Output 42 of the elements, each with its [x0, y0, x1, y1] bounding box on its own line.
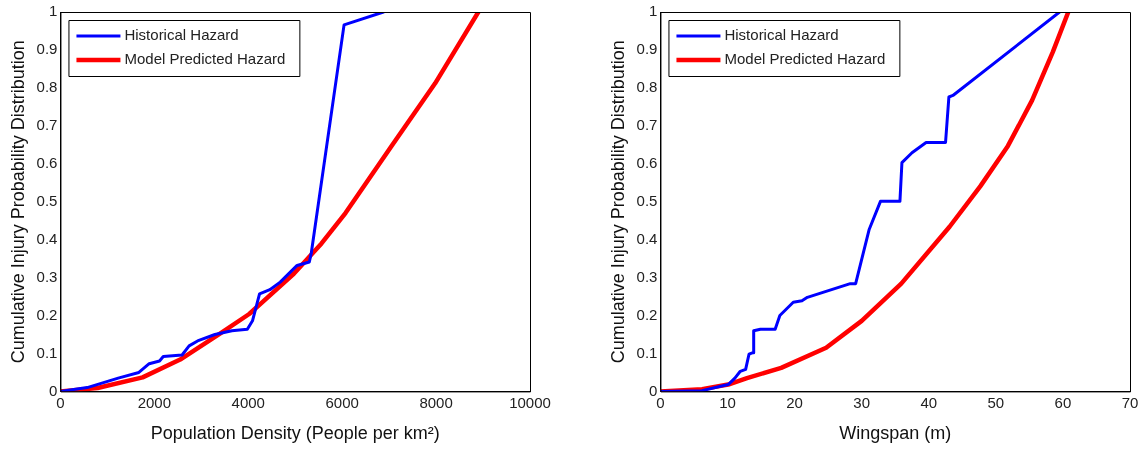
legend-label: Model Predicted Hazard — [124, 50, 286, 68]
y-tick-label: 0.8 — [636, 78, 658, 96]
y-tick-label: 0.1 — [636, 343, 658, 361]
x-tick-label: 8000 — [419, 393, 453, 411]
x-tick-label: 2000 — [137, 393, 172, 411]
x-tick-label: 70 — [1121, 393, 1139, 411]
y-tick-label: 0.9 — [36, 40, 58, 58]
y-tick-label: 0.3 — [636, 267, 658, 285]
legend-label: Historical Hazard — [724, 26, 839, 44]
y-tick-label: 1 — [49, 2, 58, 20]
x-axis-title: Wingspan (m) — [839, 423, 952, 444]
x-tick-label: 30 — [853, 393, 871, 411]
x-axis-title: Population Density (People per km²) — [150, 423, 440, 444]
x-tick-label: 10000 — [509, 393, 551, 411]
x-tick-label: 50 — [987, 393, 1005, 411]
y-tick-label: 0 — [649, 381, 658, 399]
x-tick-label: 6000 — [325, 393, 359, 411]
y-axis-title: Cumulative Injury Probability Distribution — [7, 40, 28, 364]
legend-label: Historical Hazard — [124, 26, 239, 44]
y-tick-label: 0.6 — [36, 153, 58, 171]
y-tick-label: 0.1 — [36, 343, 58, 361]
x-tick-label: 20 — [786, 393, 803, 411]
x-tick-label: 10 — [719, 393, 736, 411]
y-axis-title: Cumulative Injury Probability Distribution — [607, 40, 628, 364]
y-tick-label: 0.7 — [636, 115, 658, 133]
y-tick-label: 0.4 — [36, 229, 58, 247]
y-tick-label: 0.5 — [636, 191, 658, 209]
y-tick-label: 0.7 — [36, 115, 58, 133]
y-tick-label: 0.6 — [636, 153, 658, 171]
y-tick-label: 0.9 — [636, 40, 658, 58]
y-tick-label: 0.5 — [36, 191, 58, 209]
legend-label: Model Predicted Hazard — [724, 50, 886, 68]
x-tick-label: 40 — [920, 393, 938, 411]
y-tick-label: 0.2 — [36, 305, 58, 323]
y-tick-label: 0 — [49, 381, 58, 399]
y-tick-label: 0.4 — [636, 229, 658, 247]
y-tick-label: 0.2 — [636, 305, 658, 323]
y-tick-label: 0.3 — [36, 267, 58, 285]
y-tick-label: 1 — [649, 2, 658, 20]
x-tick-label: 60 — [1054, 393, 1072, 411]
x-tick-label: 4000 — [231, 393, 265, 411]
y-tick-label: 0.8 — [36, 78, 58, 96]
